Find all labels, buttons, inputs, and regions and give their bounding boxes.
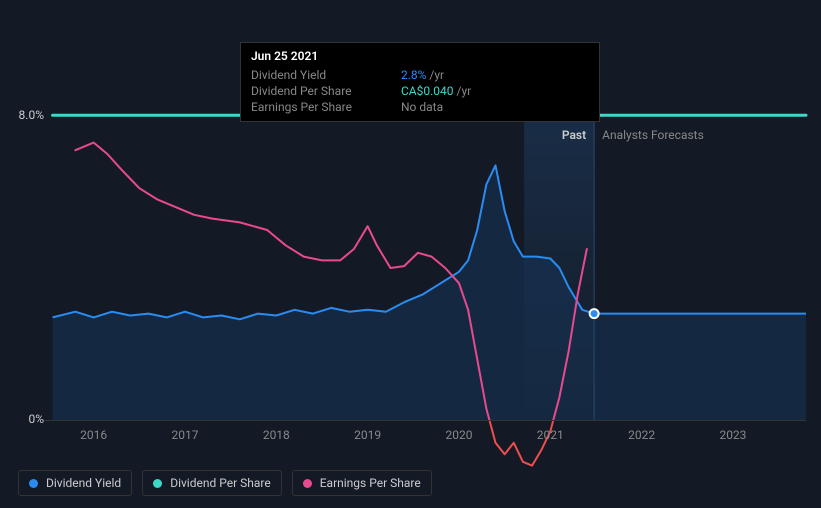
x-tick-label: 2017 [171, 428, 198, 442]
legend-dot-icon [153, 479, 162, 488]
x-tick-label: 2020 [445, 428, 472, 442]
x-tick-label: 2019 [354, 428, 381, 442]
y-tick-label: 8.0% [4, 108, 44, 122]
x-tick-label: 2021 [537, 428, 564, 442]
chart-container: Jun 25 2021 Dividend Yield2.8% /yrDivide… [0, 0, 821, 508]
x-tick-label: 2023 [719, 428, 746, 442]
tooltip-table: Dividend Yield2.8% /yrDividend Per Share… [251, 67, 589, 115]
legend-label: Dividend Per Share [170, 476, 271, 490]
past-label: Past [562, 128, 586, 142]
legend-label: Dividend Yield [46, 476, 121, 490]
legend-item[interactable]: Earnings Per Share [292, 470, 432, 496]
tooltip-date: Jun 25 2021 [251, 49, 589, 63]
y-tick-label: 0% [4, 412, 44, 426]
tooltip-row-label: Dividend Yield [251, 67, 401, 83]
tooltip-row: Earnings Per ShareNo data [251, 99, 589, 115]
tooltip-row-value: CA$0.040 /yr [401, 83, 589, 99]
x-tick-label: 2016 [80, 428, 107, 442]
tooltip-row-label: Earnings Per Share [251, 99, 401, 115]
legend-dot-icon [29, 479, 38, 488]
legend-label: Earnings Per Share [320, 476, 421, 490]
tooltip-row-label: Dividend Per Share [251, 83, 401, 99]
tooltip-row-value: 2.8% /yr [401, 67, 589, 83]
legend-item[interactable]: Dividend Per Share [142, 470, 282, 496]
tooltip-row: Dividend Per ShareCA$0.040 /yr [251, 83, 589, 99]
tooltip-row-value: No data [401, 99, 589, 115]
hover-tooltip: Jun 25 2021 Dividend Yield2.8% /yrDivide… [240, 42, 600, 122]
legend-item[interactable]: Dividend Yield [18, 470, 132, 496]
legend: Dividend Yield Dividend Per Share Earnings… [18, 470, 432, 496]
x-tick-label: 2018 [263, 428, 290, 442]
legend-dot-icon [303, 479, 312, 488]
x-tick-label: 2022 [628, 428, 655, 442]
forecasts-label: Analysts Forecasts [602, 128, 704, 142]
tooltip-row: Dividend Yield2.8% /yr [251, 67, 589, 83]
